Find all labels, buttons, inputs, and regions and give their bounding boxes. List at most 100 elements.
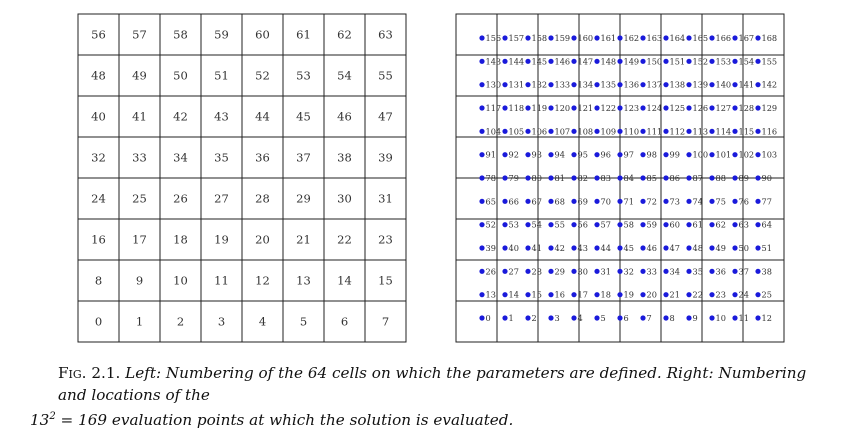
evaluation-point [709, 128, 715, 134]
evaluation-point-number: 142 [762, 80, 778, 90]
evaluation-point-number: 129 [762, 103, 778, 113]
evaluation-point-number: 116 [762, 126, 778, 136]
figure-label: Fig. 2.1. [58, 364, 121, 382]
evaluation-point [732, 292, 738, 298]
cell-number: 13 [296, 274, 311, 288]
cell-number: 15 [378, 274, 393, 288]
evaluation-point [548, 128, 554, 134]
evaluation-point-number: 8 [670, 313, 675, 323]
caption-math-rest: = 169 [55, 411, 108, 430]
evaluation-point [548, 152, 554, 158]
right-evaluation-grid: 156 157 158 159 160 161 162 163 164 165 166 167 1681… [455, 13, 785, 343]
evaluation-point-number: 83 [601, 173, 611, 183]
evaluation-point-number: 150 [647, 56, 663, 66]
evaluation-point-number: 135 [601, 80, 617, 90]
evaluation-point [594, 268, 600, 274]
caption-right-text-2: evaluation points at which the solution … [111, 411, 514, 430]
evaluation-point [479, 268, 485, 274]
evaluation-point-number: 70 [601, 196, 611, 206]
evaluation-point-number: 103 [762, 150, 778, 160]
evaluation-point-number: 94 [555, 150, 565, 160]
evaluation-point [594, 105, 600, 111]
evaluation-point [502, 292, 508, 298]
evaluation-point-number: 149 [624, 56, 640, 66]
evaluation-point-number: 23 [716, 290, 726, 300]
evaluation-point-number: 164 [670, 33, 686, 43]
evaluation-point [663, 152, 669, 158]
evaluation-point [571, 268, 577, 274]
evaluation-point-number: 141 [739, 80, 755, 90]
evaluation-point [594, 128, 600, 134]
evaluation-point [479, 222, 485, 228]
evaluation-point [686, 292, 692, 298]
evaluation-point-number: 154 [739, 56, 755, 66]
evaluation-point-number: 139 [693, 80, 709, 90]
evaluation-point-number: 14 [509, 290, 519, 300]
evaluation-point [755, 35, 761, 41]
evaluation-point [525, 245, 531, 251]
evaluation-point-number: 61 [693, 220, 703, 230]
evaluation-point-number: 120 [555, 103, 571, 113]
evaluation-point [640, 268, 646, 274]
evaluation-point [732, 245, 738, 251]
cell-number: 48 [91, 69, 106, 83]
evaluation-point-number: 45 [624, 243, 634, 253]
evaluation-point-number: 77 [762, 196, 772, 206]
evaluation-point-number: 121 [578, 103, 594, 113]
evaluation-point-number: 92 [509, 150, 519, 160]
evaluation-point [686, 35, 692, 41]
evaluation-point-number: 41 [532, 243, 542, 253]
evaluation-point-number: 78 [486, 173, 496, 183]
evaluation-point [502, 315, 508, 321]
evaluation-point [709, 58, 715, 64]
evaluation-point [594, 58, 600, 64]
evaluation-point-number: 21 [670, 290, 680, 300]
evaluation-point [640, 222, 646, 228]
evaluation-point [732, 128, 738, 134]
evaluation-point [617, 152, 623, 158]
evaluation-point-number: 81 [555, 173, 565, 183]
evaluation-point-number: 71 [624, 196, 634, 206]
evaluation-point [525, 175, 531, 181]
evaluation-point-number: 54 [532, 220, 542, 230]
evaluation-point [594, 35, 600, 41]
cell-number: 37 [296, 151, 311, 165]
evaluation-point-number: 1 [509, 313, 514, 323]
evaluation-point-number: 115 [739, 126, 755, 136]
evaluation-point [617, 315, 623, 321]
caption-math-exp: 2 [49, 411, 56, 422]
evaluation-point-number: 52 [486, 220, 496, 230]
evaluation-point-number: 85 [647, 173, 657, 183]
evaluation-point [548, 268, 554, 274]
cell-number: 29 [296, 192, 311, 206]
evaluation-point-number: 153 [716, 56, 732, 66]
evaluation-point-number: 47 [670, 243, 680, 253]
cell-number: 51 [214, 69, 229, 83]
evaluation-point-number: 5 [601, 313, 606, 323]
cell-number: 32 [91, 151, 106, 165]
evaluation-point-number: 44 [601, 243, 611, 253]
evaluation-point-number: 25 [762, 290, 772, 300]
evaluation-point [663, 268, 669, 274]
evaluation-point [548, 222, 554, 228]
cell-number: 27 [214, 192, 229, 206]
evaluation-point [571, 292, 577, 298]
evaluation-point-number: 126 [693, 103, 709, 113]
evaluation-point [709, 35, 715, 41]
evaluation-point-number: 65 [486, 196, 496, 206]
cell-number: 41 [132, 110, 147, 124]
evaluation-point [709, 245, 715, 251]
cell-number: 11 [214, 274, 229, 288]
evaluation-point-number: 38 [762, 266, 772, 276]
evaluation-point-number: 56 [578, 220, 588, 230]
evaluation-point-number: 18 [601, 290, 611, 300]
evaluation-point-number: 36 [716, 266, 726, 276]
evaluation-point [502, 82, 508, 88]
evaluation-point [755, 198, 761, 204]
evaluation-point-number: 112 [670, 126, 686, 136]
evaluation-point [640, 105, 646, 111]
evaluation-point-number: 60 [670, 220, 680, 230]
evaluation-point [548, 175, 554, 181]
evaluation-point-number: 109 [601, 126, 617, 136]
cell-number: 23 [378, 233, 393, 247]
